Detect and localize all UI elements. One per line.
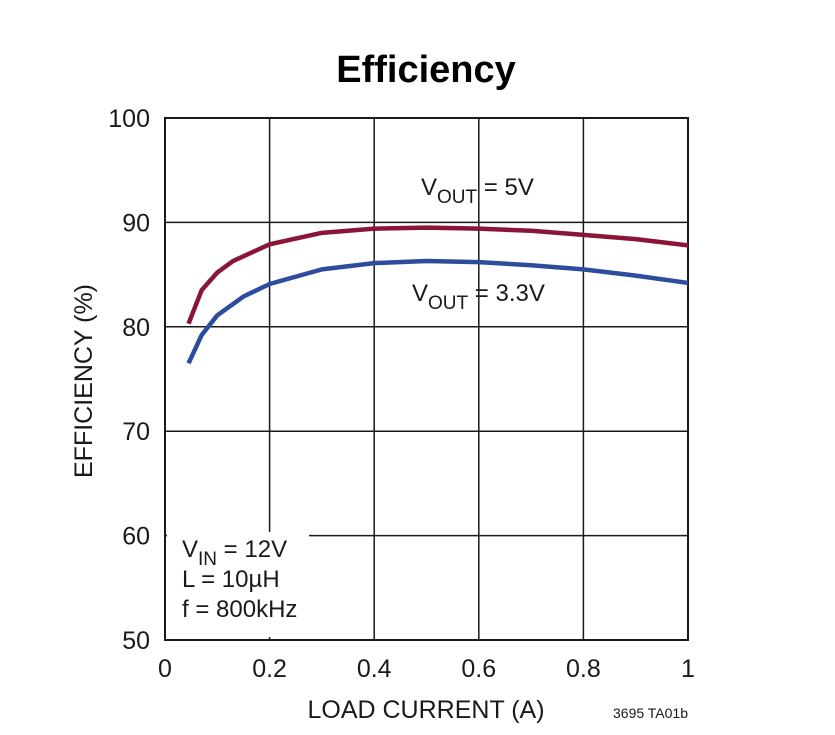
series-line-vout-5v <box>186 225 689 325</box>
x-tick-label: 0.2 <box>252 655 287 683</box>
x-axis-label: LOAD CURRENT (A) <box>307 696 544 724</box>
condition-inductor: L = 10µH <box>182 566 280 593</box>
y-tick-label: 90 <box>122 209 150 237</box>
y-tick-label: 60 <box>122 523 150 551</box>
y-tick-label: 70 <box>122 418 150 446</box>
x-tick-label: 0.4 <box>357 655 392 683</box>
grid <box>164 117 689 641</box>
x-tick-label: 0 <box>158 655 172 683</box>
x-tick-labels: 0 0.2 0.4 0.6 0.8 1 <box>158 655 695 683</box>
x-tick-label: 0.8 <box>566 655 601 683</box>
chart-title: Efficiency <box>336 49 516 91</box>
x-tick-label: 0.6 <box>461 655 496 683</box>
conditions-box <box>167 532 309 637</box>
series-label-5v: VOUT = 5V <box>421 174 534 208</box>
plot-frame <box>164 117 689 641</box>
y-tick-labels: 50 60 70 80 90 100 <box>108 105 150 655</box>
y-tick-label: 50 <box>122 627 150 655</box>
condition-vin: VIN = 12V <box>182 536 287 570</box>
series-label-3v3: VOUT = 3.3V <box>412 280 545 314</box>
condition-frequency: f = 800kHz <box>182 596 297 623</box>
y-axis-label: EFFICIENCY (%) <box>70 284 98 478</box>
y-tick-label: 100 <box>108 105 150 133</box>
x-tick-label: 1 <box>681 655 695 683</box>
y-tick-label: 80 <box>122 314 150 342</box>
series-line-vout-3v3 <box>186 258 689 365</box>
series-lines <box>186 225 689 365</box>
figure-code: 3695 TA01b <box>613 705 688 721</box>
